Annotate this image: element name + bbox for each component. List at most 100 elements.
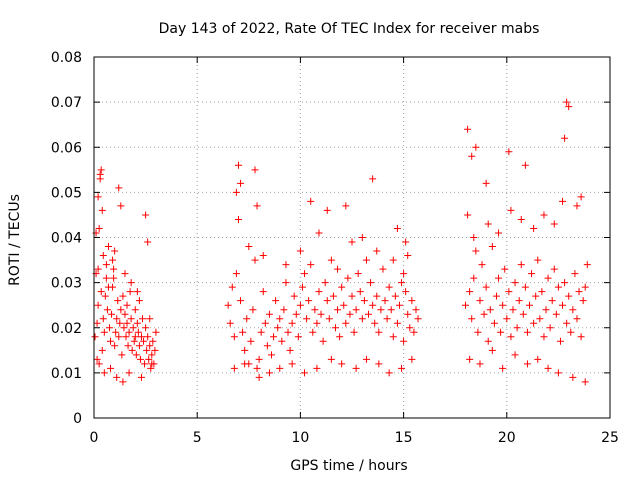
data-point xyxy=(517,261,525,269)
data-point xyxy=(369,301,377,309)
data-point xyxy=(290,292,298,300)
data-point xyxy=(144,333,152,341)
data-point xyxy=(362,355,370,363)
data-point xyxy=(342,202,350,210)
y-tick-labels: 0 0.01 0.02 0.03 0.04 0.05 0.06 0.07 0.08 xyxy=(51,50,82,427)
data-point xyxy=(296,247,304,255)
data-point xyxy=(251,166,259,174)
data-point xyxy=(237,179,245,187)
data-point xyxy=(265,369,273,377)
data-point xyxy=(307,261,315,269)
data-point xyxy=(329,292,337,300)
data-point xyxy=(377,306,385,314)
data-point xyxy=(334,306,342,314)
data-point xyxy=(371,319,379,327)
data-point xyxy=(94,265,102,273)
data-point xyxy=(278,337,286,345)
data-point xyxy=(296,301,304,309)
data-point xyxy=(523,328,531,336)
data-point xyxy=(257,328,265,336)
data-point xyxy=(121,310,129,318)
data-point xyxy=(119,292,127,300)
data-point xyxy=(105,324,113,332)
data-point xyxy=(480,310,488,318)
data-point xyxy=(373,247,381,255)
data-point xyxy=(408,297,416,305)
data-point xyxy=(146,315,154,323)
data-point xyxy=(245,243,253,251)
data-point xyxy=(133,319,141,327)
data-point xyxy=(546,324,554,332)
data-point xyxy=(383,315,391,323)
data-point xyxy=(149,337,157,345)
data-point xyxy=(117,202,125,210)
data-point xyxy=(125,328,133,336)
data-point xyxy=(325,315,333,323)
y-tick-label: 0.02 xyxy=(51,321,82,337)
data-point xyxy=(464,125,472,133)
data-point xyxy=(142,211,150,219)
data-point xyxy=(470,274,478,282)
data-point xyxy=(544,364,552,372)
data-point xyxy=(241,360,249,368)
data-point xyxy=(561,134,569,142)
data-point xyxy=(484,337,492,345)
data-point xyxy=(286,346,294,354)
data-point xyxy=(474,328,482,336)
data-point xyxy=(462,301,470,309)
data-point xyxy=(398,364,406,372)
data-point xyxy=(499,364,507,372)
data-point xyxy=(234,215,242,223)
data-point xyxy=(548,297,556,305)
data-point xyxy=(237,297,245,305)
data-point xyxy=(530,319,538,327)
data-point xyxy=(232,188,240,196)
data-point xyxy=(112,328,120,336)
data-point xyxy=(331,324,339,332)
data-point xyxy=(251,256,259,264)
data-point xyxy=(292,310,300,318)
data-point xyxy=(358,234,366,241)
data-point xyxy=(385,283,393,291)
data-point xyxy=(573,202,581,210)
data-point xyxy=(126,288,134,296)
data-point xyxy=(268,351,276,359)
data-point xyxy=(334,265,342,273)
y-tick-label: 0 xyxy=(73,411,82,427)
data-point xyxy=(583,261,591,269)
data-point xyxy=(95,224,103,232)
data-point xyxy=(139,315,147,323)
data-point xyxy=(511,351,519,359)
data-point xyxy=(373,292,381,300)
data-point xyxy=(145,355,153,363)
data-point xyxy=(505,288,513,296)
data-point xyxy=(298,283,306,291)
data-point xyxy=(146,342,154,350)
data-point xyxy=(352,306,360,314)
data-point xyxy=(243,315,251,323)
data-point xyxy=(482,283,490,291)
data-point xyxy=(365,310,373,318)
data-point xyxy=(340,301,348,309)
data-point xyxy=(144,238,152,246)
data-point xyxy=(259,288,267,296)
data-point xyxy=(125,369,133,377)
data-point xyxy=(226,319,234,327)
data-point xyxy=(130,337,138,345)
data-point xyxy=(93,319,101,327)
data-point xyxy=(327,355,335,363)
data-point xyxy=(141,360,149,368)
data-point xyxy=(414,315,422,323)
data-point xyxy=(315,229,323,237)
y-tick-label: 0.06 xyxy=(51,140,82,156)
data-point xyxy=(315,288,323,296)
data-point xyxy=(336,333,344,341)
data-point xyxy=(513,324,521,332)
data-point xyxy=(540,211,548,219)
data-point xyxy=(538,288,546,296)
data-point xyxy=(123,301,131,309)
data-point xyxy=(569,306,577,314)
data-point xyxy=(482,179,490,187)
data-point xyxy=(115,184,123,192)
data-point xyxy=(468,315,476,323)
